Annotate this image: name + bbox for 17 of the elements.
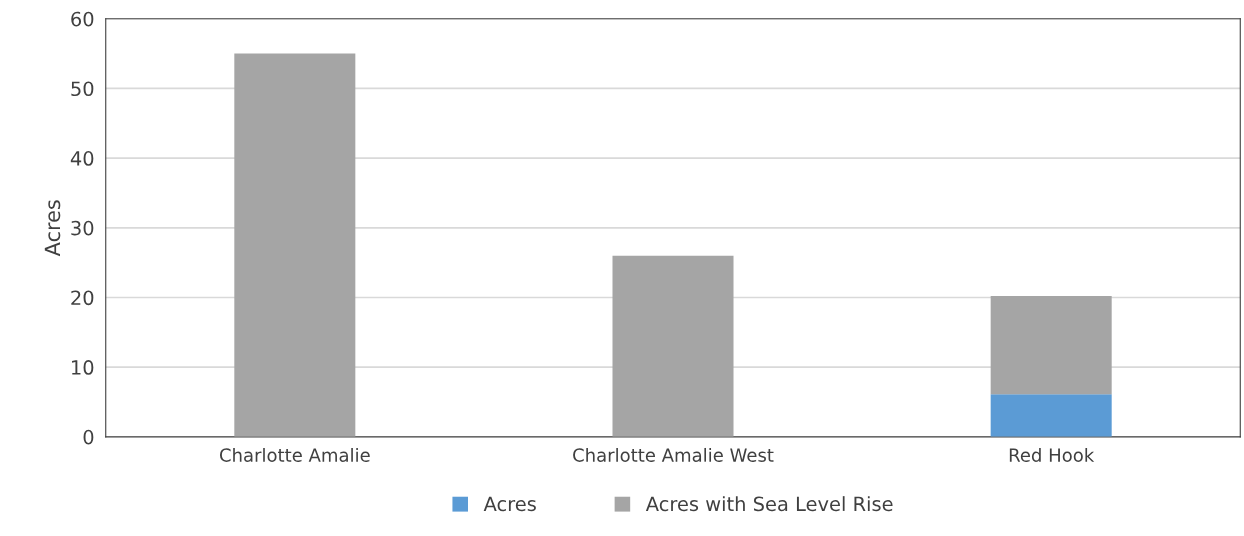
bar — [990, 394, 1112, 437]
bar — [234, 53, 356, 437]
bar — [990, 296, 1112, 395]
y-tick-label: 60 — [71, 11, 94, 27]
y-tick-label: 50 — [71, 81, 94, 97]
y-axis-title: Acres — [44, 200, 61, 257]
x-tick-label: Red Hook — [1009, 447, 1095, 462]
x-tick-label: Charlotte Amalie — [219, 447, 370, 462]
y-tick-label: 20 — [71, 290, 94, 306]
y-tick-label: 10 — [72, 360, 94, 375]
y-tick-label: 40 — [70, 151, 94, 166]
x-tick-label: Charlotte Amalie West — [573, 447, 774, 462]
legend-label: Acres — [483, 496, 536, 512]
bar — [612, 255, 734, 437]
y-tick-label: 0 — [83, 429, 94, 445]
y-tick-label: 30 — [71, 220, 94, 236]
legend-label: Acres with Sea Level Rise — [645, 496, 893, 512]
